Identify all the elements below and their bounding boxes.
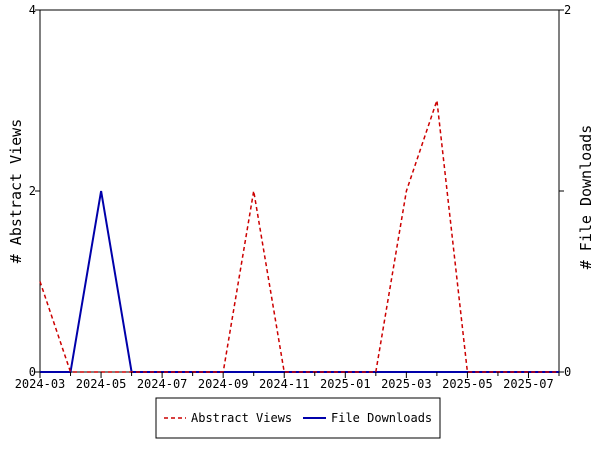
y-left-tick-label: 4 <box>29 3 36 17</box>
legend-box <box>155 397 441 439</box>
x-tick-label: 2024-03 <box>15 377 66 391</box>
plot-frame <box>39 9 560 373</box>
plot-area <box>39 9 560 373</box>
series-line-abstract-views <box>39 100 559 373</box>
y-left-tick-label: 0 <box>29 365 36 379</box>
x-axis: 2024-03 2024-05 2024-07 2024-09 2024-11 2025-… <box>15 372 560 391</box>
y-axis-right-title: # File Downloads <box>577 125 595 270</box>
y-axis-left: 0 2 4 <box>29 3 40 379</box>
x-tick-label: 2025-05 <box>442 377 493 391</box>
y-axis-left-title: # Abstract Views <box>7 119 25 264</box>
x-tick-label: 2024-07 <box>137 377 188 391</box>
x-tick-label: 2025-03 <box>381 377 432 391</box>
x-tick-label: 2024-05 <box>76 377 127 391</box>
y-axis-right: 02 <box>559 3 571 379</box>
x-tick-label: 2024-11 <box>259 377 310 391</box>
y-left-tick-label: 2 <box>29 184 36 198</box>
series-line-file-downloads <box>40 190 559 373</box>
y-right-tick-label: 0 <box>564 365 571 379</box>
legend-label-file-downloads: File Downloads <box>331 411 432 425</box>
x-tick-label: 2024-09 <box>198 377 249 391</box>
x-tick-label: 2025-01 <box>320 377 371 391</box>
y-right-tick-label: 2 <box>564 3 571 17</box>
legend-label-abstract-views: Abstract Views <box>191 411 292 425</box>
legend: Abstract Views File Downloads <box>155 397 441 439</box>
x-tick-label: 2025-07 <box>503 377 554 391</box>
series-layer <box>39 100 559 373</box>
